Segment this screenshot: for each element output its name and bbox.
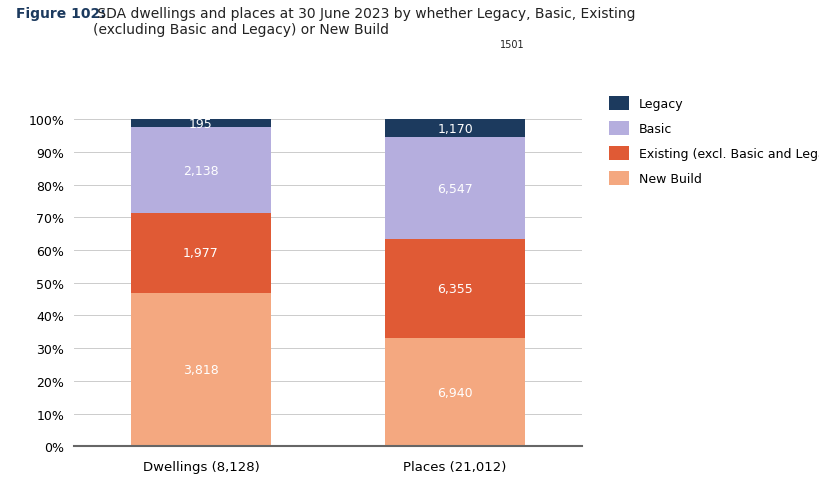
Bar bbox=[131, 293, 270, 446]
Bar bbox=[385, 138, 524, 240]
Text: 1,977: 1,977 bbox=[183, 247, 219, 260]
Text: 1501: 1501 bbox=[500, 40, 524, 50]
Text: 6,940: 6,940 bbox=[437, 386, 473, 399]
Legend: Legacy, Basic, Existing (excl. Basic and Legacy), New Build: Legacy, Basic, Existing (excl. Basic and… bbox=[604, 93, 819, 190]
Bar bbox=[131, 120, 270, 128]
Bar bbox=[385, 120, 524, 138]
Text: 195: 195 bbox=[189, 118, 212, 131]
Text: SDA dwellings and places at 30 June 2023 by whether Legacy, Basic, Existing
(exc: SDA dwellings and places at 30 June 2023… bbox=[93, 7, 635, 37]
Bar bbox=[385, 240, 524, 338]
Text: 1,170: 1,170 bbox=[437, 122, 473, 135]
Text: Figure 102:: Figure 102: bbox=[16, 7, 106, 21]
Text: 3,818: 3,818 bbox=[183, 363, 219, 376]
Text: 6,547: 6,547 bbox=[437, 182, 473, 195]
Bar bbox=[131, 128, 270, 214]
Bar bbox=[385, 338, 524, 446]
Text: 2,138: 2,138 bbox=[183, 164, 219, 177]
Text: 6,355: 6,355 bbox=[437, 283, 473, 296]
Bar bbox=[131, 214, 270, 293]
